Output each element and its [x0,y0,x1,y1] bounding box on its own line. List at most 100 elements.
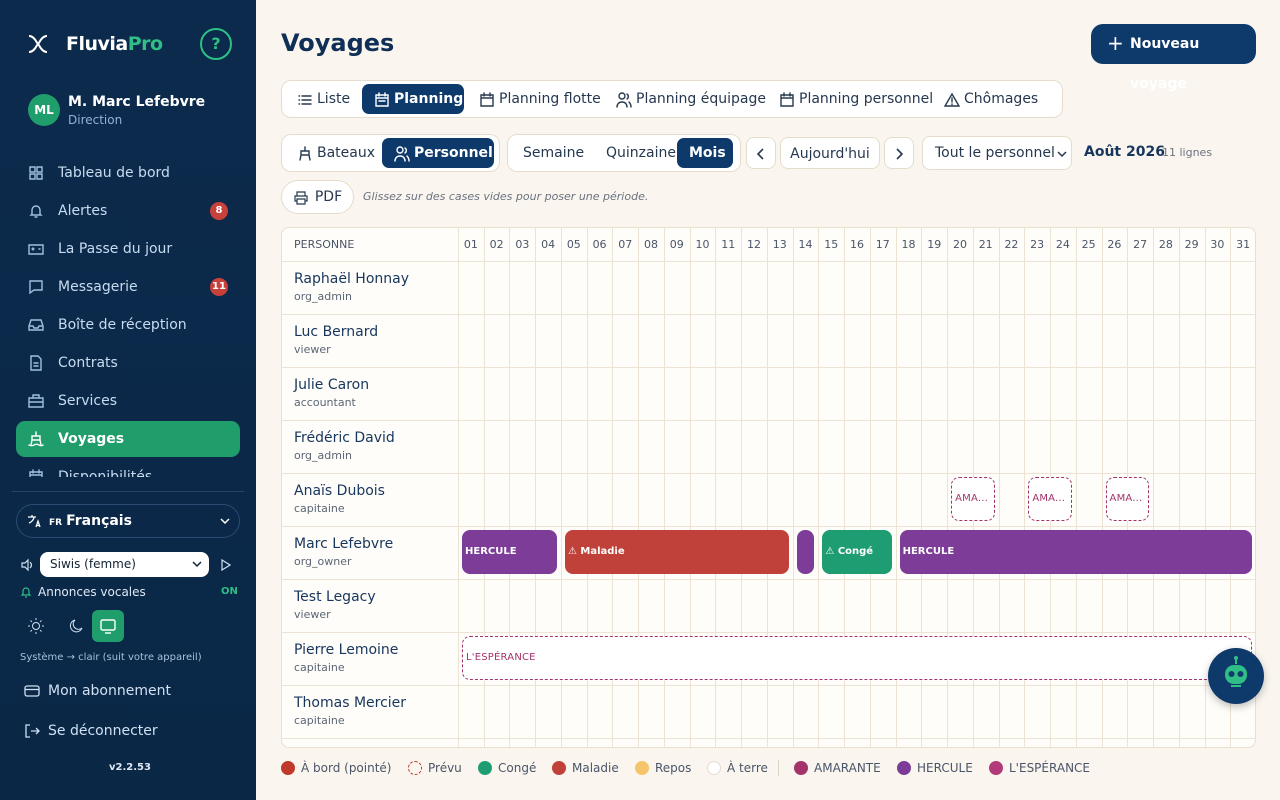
assistant-button[interactable] [1208,648,1264,704]
day-label: 02 [489,238,504,251]
segment-label: Planning flotte [499,91,601,107]
row-line [282,685,1255,686]
version: v2.2.53 [109,762,151,773]
period-bar[interactable] [796,530,815,574]
nav-label: Disponibilités [58,469,153,477]
period-bar[interactable]: AMA... [1028,477,1072,521]
day-label: 15 [824,238,839,251]
theme-dark[interactable] [56,610,88,642]
day-line [792,228,794,747]
icon [28,244,44,255]
play-button[interactable] [221,559,231,571]
row-count: 11 lignes [1162,146,1213,159]
period-bar[interactable]: AMA... [1105,477,1150,521]
segment[interactable]: Personnel [382,138,494,168]
day-label: 07 [618,238,633,251]
range-switch: Semaine Quinzaine Mois [507,134,741,172]
announce-state[interactable]: ON [221,586,238,597]
period-bar[interactable]: AMA... [951,477,995,521]
logout-link[interactable]: Se déconnecter [48,723,158,739]
prev-button[interactable] [746,137,776,169]
day-line [663,228,665,747]
nav-item[interactable]: La Passe du jour [16,231,240,267]
theme-system[interactable] [92,610,124,642]
segment[interactable]: Semaine [511,138,591,168]
nav-item[interactable]: Boîte de réception [16,307,240,343]
day-line [612,228,614,747]
segment[interactable]: Planning équipage [604,84,766,114]
language-select[interactable]: FR Français [16,504,240,538]
day-label: 01 [463,238,478,251]
person-name: Raphaël Honnay [294,271,409,287]
subscription-link[interactable]: Mon abonnement [48,683,171,699]
nav-item[interactable]: Tableau de bord [16,155,240,191]
segment[interactable]: Planning flotte [467,84,601,114]
icon [480,92,494,107]
voice-select[interactable]: Siwis (femme) [40,552,209,577]
pdf-button[interactable]: PDF [281,180,354,214]
nav-label: Services [58,393,118,409]
period-bar[interactable]: HERCULE [462,530,557,574]
person-role: viewer [294,608,331,621]
legend-item: HERCULE [897,760,973,776]
legend-label: L'ESPÉRANCE [1009,761,1090,775]
row-line [282,579,1255,580]
nav-item[interactable]: Alertes 8 [16,193,240,229]
segment[interactable]: Liste [285,84,359,114]
staff-filter-label: Tout le personnel [935,145,1055,161]
row-line [282,314,1255,315]
today-button[interactable]: Aujourd'hui [780,137,880,169]
speaker-icon [21,558,33,572]
day-line [509,228,511,747]
segment[interactable]: Mois [677,138,733,168]
staff-filter[interactable]: Tout le personnel [922,136,1072,170]
nav-item[interactable]: Voyages [16,421,240,457]
segment[interactable]: Planning [362,84,464,114]
avatar: ML [28,94,60,126]
hint: Glissez sur des cases vides pour poser u… [363,190,649,203]
period-bar[interactable]: HERCULE [899,530,1252,574]
segment[interactable]: Bateaux [285,138,379,168]
period-bar[interactable]: ⚠ Maladie [564,530,789,574]
person-role: viewer [294,343,331,356]
period-bar[interactable]: ⚠ Congé [822,530,892,574]
segment[interactable]: Planning personnel [767,84,933,114]
nav-item[interactable]: Disponibilités [16,459,240,477]
day-line [1178,228,1180,747]
icon [30,355,42,371]
day-label: 08 [644,238,659,251]
row-line [282,367,1255,368]
day-line [1204,228,1206,747]
person-role: org_admin [294,449,353,462]
user-name: M. Marc Lefebvre [68,94,206,110]
nav-item[interactable]: Contrats [16,345,240,381]
day-label: 22 [1004,238,1019,251]
day-line [1024,228,1026,747]
segment-label: Planning équipage [636,91,766,107]
name-column-line [458,228,459,747]
segment-label: Chômages [964,91,1039,107]
nav-item[interactable]: Messagerie 11 [16,269,240,305]
day-label: 21 [978,238,993,251]
icon [394,146,410,162]
icon [298,95,312,105]
divider [12,491,244,492]
day-line [483,228,485,747]
person-role: capitaine [294,714,345,727]
next-button[interactable] [884,137,914,169]
day-label: 24 [1055,238,1070,251]
day-label: 25 [1081,238,1096,251]
legend-dot [794,761,808,775]
help-button[interactable]: ? [200,28,232,60]
person-name: Thomas Mercier [294,695,407,711]
nav-item[interactable]: Services [16,383,240,419]
logout-icon [25,724,40,738]
segment[interactable]: Quinzaine [594,138,676,168]
segment-label: Planning [394,91,464,107]
theme-light[interactable] [20,610,52,642]
segment[interactable]: Chômages [932,84,1044,114]
new-voyage-button[interactable]: Nouveau voyage [1091,23,1256,92]
brand-suffix: Pro [127,33,163,55]
row-line [282,420,1255,421]
period-bar[interactable]: L'ESPÉRANCE [462,636,1252,680]
